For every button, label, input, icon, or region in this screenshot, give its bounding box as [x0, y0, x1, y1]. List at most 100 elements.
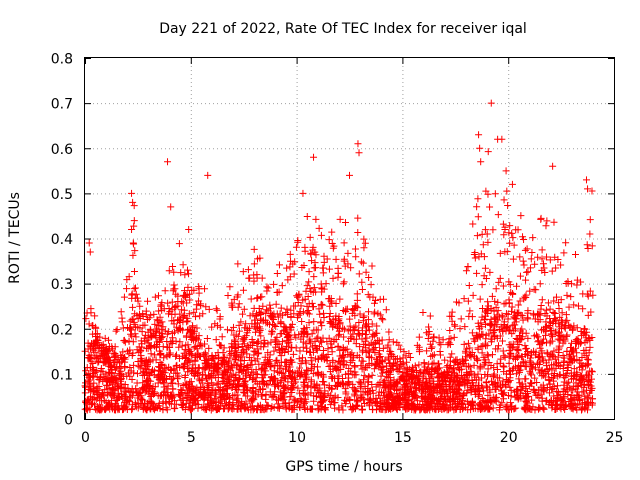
- data-point: [358, 335, 366, 343]
- data-point: [383, 372, 391, 380]
- data-point: [155, 399, 163, 407]
- data-point: [508, 180, 516, 188]
- data-point: [223, 379, 231, 387]
- data-point: [526, 264, 534, 272]
- data-point: [459, 360, 467, 368]
- data-point: [254, 390, 262, 398]
- data-point: [151, 383, 159, 391]
- data-point: [584, 360, 592, 368]
- data-point: [283, 305, 291, 313]
- data-point: [575, 391, 583, 399]
- data-point: [545, 389, 553, 397]
- data-point: [503, 187, 511, 195]
- data-point: [411, 362, 419, 370]
- data-point: [536, 316, 544, 324]
- data-point: [583, 290, 591, 298]
- data-point: [82, 367, 90, 375]
- data-point: [549, 401, 557, 409]
- data-point: [309, 303, 317, 311]
- data-point: [226, 283, 234, 291]
- data-point: [218, 357, 226, 365]
- data-point: [152, 333, 160, 341]
- data-point: [476, 295, 484, 303]
- data-point: [561, 322, 569, 330]
- data-point: [195, 283, 203, 291]
- data-point: [202, 375, 210, 383]
- x-axis-label: GPS time / hours: [285, 459, 402, 475]
- data-point: [288, 389, 296, 397]
- data-point: [161, 327, 169, 335]
- data-point: [380, 389, 388, 397]
- data-point: [519, 329, 527, 337]
- data-point: [312, 215, 320, 223]
- data-point: [291, 302, 299, 310]
- data-point: [163, 337, 171, 345]
- data-point: [317, 319, 325, 327]
- data-point: [310, 284, 318, 292]
- data-point: [496, 274, 504, 282]
- data-point: [315, 224, 323, 232]
- data-point: [287, 306, 295, 314]
- data-point: [283, 358, 291, 366]
- data-point: [272, 338, 280, 346]
- data-point: [93, 330, 101, 338]
- data-point: [102, 359, 110, 367]
- data-point: [310, 318, 318, 326]
- data-point: [284, 310, 292, 318]
- data-point: [201, 356, 209, 364]
- y-tick-label: 0.1: [51, 367, 73, 383]
- data-point: [523, 393, 531, 401]
- data-point: [537, 302, 545, 310]
- data-point: [516, 253, 524, 261]
- data-point: [453, 298, 461, 306]
- data-point: [448, 308, 456, 316]
- data-point: [438, 393, 446, 401]
- data-point: [319, 301, 327, 309]
- data-point: [217, 390, 225, 398]
- data-point: [363, 334, 371, 342]
- data-point: [431, 383, 439, 391]
- data-point: [542, 222, 550, 230]
- data-point: [300, 378, 308, 386]
- data-point: [191, 372, 199, 380]
- data-point: [271, 382, 279, 390]
- data-point: [121, 380, 129, 388]
- data-point: [129, 338, 137, 346]
- data-point: [464, 297, 472, 305]
- data-point: [134, 404, 142, 412]
- data-point: [519, 257, 527, 265]
- data-point: [523, 268, 531, 276]
- data-point: [369, 395, 377, 403]
- data-point: [216, 342, 224, 350]
- data-point: [287, 335, 295, 343]
- data-point: [340, 361, 348, 369]
- data-point: [575, 357, 583, 365]
- data-point: [507, 399, 515, 407]
- data-point: [127, 326, 135, 334]
- data-point: [147, 332, 155, 340]
- data-point: [366, 396, 374, 404]
- data-point: [436, 384, 444, 392]
- data-point: [375, 388, 383, 396]
- data-point: [277, 304, 285, 312]
- data-point: [285, 399, 293, 407]
- data-point: [383, 393, 391, 401]
- data-point: [534, 253, 542, 261]
- data-point: [466, 344, 474, 352]
- data-point: [430, 351, 438, 359]
- data-point: [494, 342, 502, 350]
- data-point: [185, 389, 193, 397]
- data-point: [586, 389, 594, 397]
- data-point: [155, 307, 163, 315]
- data-point: [325, 313, 333, 321]
- data-point: [143, 336, 151, 344]
- data-point: [483, 342, 491, 350]
- data-point: [185, 310, 193, 318]
- data-point: [463, 353, 471, 361]
- data-point: [320, 347, 328, 355]
- data-point: [128, 316, 136, 324]
- data-point: [359, 388, 367, 396]
- data-point: [509, 290, 517, 298]
- data-point: [538, 372, 546, 380]
- data-point: [311, 259, 319, 267]
